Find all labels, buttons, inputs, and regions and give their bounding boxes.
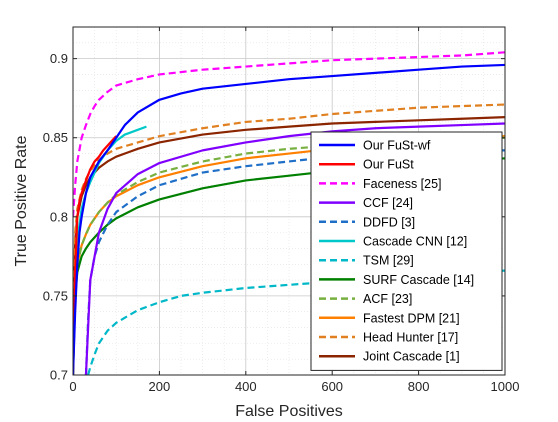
x-axis-title: False Positives	[235, 403, 343, 420]
x-tick-label: 400	[235, 379, 257, 394]
tick-layer: 0 200 400 600 800 1000 0.7 0.75 0.8 0.85 0.9	[43, 27, 520, 394]
x-tick-label: 800	[408, 379, 430, 394]
legend-label: Fastest DPM [21]	[363, 311, 460, 325]
series-line-faceness-25	[73, 51, 505, 217]
y-tick-label: 0.9	[50, 51, 68, 66]
legend-label: TSM [29]	[363, 254, 414, 268]
legend-label: DDFD [3]	[363, 215, 415, 229]
y-tick-label: 0.7	[50, 368, 68, 383]
legend-box	[310, 131, 503, 371]
series-layer	[73, 51, 505, 375]
legend-label: Our FuSt	[363, 158, 414, 172]
legend-label: ACF [23]	[363, 292, 412, 306]
legend-label: SURF Cascade [14]	[363, 273, 474, 287]
legend-label: Cascade CNN [12]	[363, 235, 467, 249]
legend-label: Our FuSt-wf	[363, 139, 431, 153]
legend-label: Faceness [25]	[363, 177, 442, 191]
y-tick-label: 0.8	[50, 209, 68, 224]
x-tick-label: 600	[321, 379, 343, 394]
x-tick-label: 0	[69, 379, 76, 394]
y-tick-label: 0.75	[43, 288, 68, 303]
x-tick-label: 200	[149, 379, 171, 394]
series-line-ccf-24	[84, 122, 505, 375]
series-line-our-fust-wf	[73, 63, 505, 375]
y-tick-label: 0.85	[43, 130, 68, 145]
y-axis-title: True Positive Rate	[13, 135, 30, 266]
x-tick-label: 1000	[491, 379, 520, 394]
legend-label: Head Hunter [17]	[363, 331, 458, 345]
legend-label: Joint Cascade [1]	[363, 350, 460, 364]
plot-frame	[72, 26, 506, 376]
legend: Our FuSt-wf Our FuSt Faceness [25] CCF [24]…	[310, 131, 503, 371]
legend-label: CCF [24]	[363, 196, 413, 210]
series-line-our-fust	[73, 135, 118, 375]
